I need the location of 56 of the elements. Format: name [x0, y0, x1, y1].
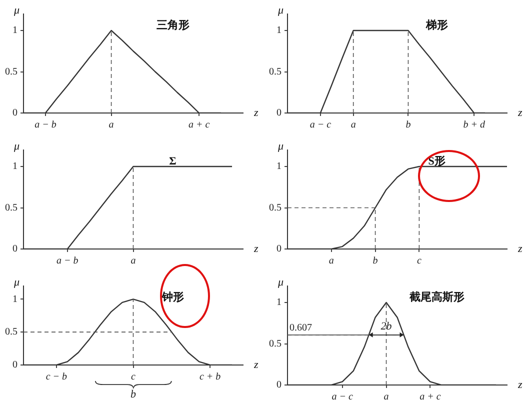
- x-tick-label: a − c: [332, 392, 354, 403]
- x-tick-label: c + b: [199, 372, 221, 383]
- y-axis-title: μ: [276, 140, 284, 152]
- annotation: 2b: [380, 320, 392, 332]
- x-tick-label: a: [108, 120, 114, 131]
- y-tick-label: 0.5: [269, 338, 282, 350]
- x-tick-label: a − b: [34, 120, 56, 131]
- y-tick-label: 0: [276, 244, 282, 255]
- x-tick-label: a: [328, 256, 334, 267]
- y-tick-label: 0: [12, 360, 18, 371]
- y-tick-label: 0: [12, 108, 18, 119]
- y-tick-label: 0.5: [5, 66, 18, 78]
- x-tick-label: a − c: [310, 120, 332, 131]
- text: 三角形: [156, 18, 190, 32]
- x-tick-label: a: [130, 256, 136, 267]
- x-tick-label: c: [416, 256, 422, 267]
- x-tick-label: c: [131, 372, 136, 383]
- x-tick-label: a − b: [56, 256, 78, 267]
- x-tick-label: a + c: [420, 392, 442, 403]
- ref-line-label: 0.607: [290, 322, 312, 334]
- y-axis-title: μ: [12, 4, 20, 16]
- text: 截尾高斯形: [408, 290, 464, 304]
- y-tick-label: 0.5: [5, 326, 18, 338]
- x-tick-label: a + c: [188, 120, 210, 131]
- y-axis-title: μ: [12, 276, 20, 288]
- y-tick-label: 1: [12, 25, 18, 36]
- x-tick-label: a: [384, 392, 389, 403]
- y-tick-label: 1: [12, 294, 18, 305]
- text: 钟形: [160, 290, 184, 304]
- x-axis-title: z: [517, 242, 523, 255]
- y-tick-label: 1: [276, 25, 282, 36]
- x-tick-label: a: [350, 120, 356, 131]
- y-tick-label: 1: [12, 161, 18, 172]
- x-axis-title: z: [253, 242, 259, 255]
- x-tick-label: c − b: [46, 372, 68, 383]
- text: S形: [428, 155, 446, 168]
- y-axis-title: μ: [276, 276, 284, 288]
- y-tick-label: 0: [276, 108, 282, 119]
- y-tick-label: 0: [276, 380, 282, 391]
- x-tick-label: b + d: [463, 120, 486, 131]
- y-tick-label: 1: [276, 161, 282, 172]
- text: Σ: [169, 155, 176, 168]
- x-tick-label: b: [372, 256, 378, 267]
- text: 梯形: [424, 18, 448, 32]
- y-tick-label: 1: [276, 297, 282, 308]
- y-tick-label: 0.5: [269, 66, 282, 78]
- y-tick-label: 0.5: [269, 202, 282, 214]
- x-axis-title: z: [253, 358, 259, 371]
- x-tick-label: b: [406, 120, 411, 131]
- y-tick-label: 0.5: [5, 202, 18, 214]
- x-axis-title: z: [253, 106, 259, 119]
- x-axis-title: z: [517, 106, 523, 119]
- y-axis-title: μ: [12, 140, 20, 152]
- y-axis-title: μ: [276, 4, 284, 16]
- x-axis-title: z: [517, 378, 523, 391]
- y-tick-label: 0: [12, 244, 18, 255]
